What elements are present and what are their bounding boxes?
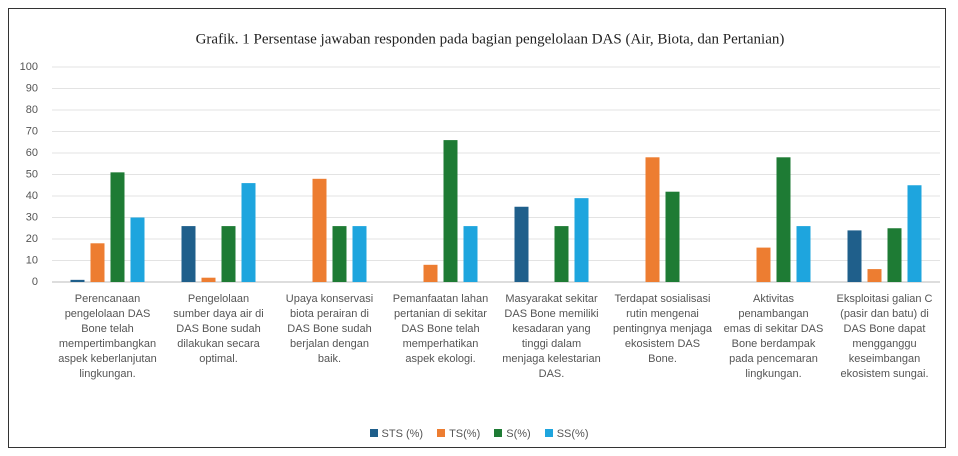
legend-swatch (369, 429, 378, 437)
bar (756, 247, 771, 282)
legend-item: STS (%) (369, 428, 424, 440)
legend-item: TS(%) (437, 428, 480, 440)
legend-label: TS(%) (449, 428, 481, 440)
legend-item: S(%) (494, 428, 531, 440)
bar (554, 226, 569, 282)
bar (645, 157, 660, 282)
y-tick-label: 20 (26, 233, 38, 245)
x-tick-label: Terdapat sosialisasi rutin mengenai pent… (612, 293, 713, 365)
bar (352, 226, 367, 282)
bar (201, 277, 216, 282)
legend-label: STS (%) (381, 428, 424, 440)
legend-item: SS(%) (544, 428, 589, 440)
bar (130, 217, 145, 282)
y-tick-label: 80 (26, 104, 38, 116)
y-tick-label: 40 (26, 190, 38, 202)
bar (110, 172, 125, 282)
x-tick-label: Aktivitas penambangan emas di sekitar DA… (723, 293, 824, 380)
bar (887, 228, 902, 282)
bar (776, 157, 791, 282)
bar (241, 183, 256, 282)
bar (443, 140, 458, 282)
bar (90, 243, 105, 282)
legend-swatch (494, 429, 503, 437)
bar (574, 198, 589, 282)
y-tick-label: 30 (26, 211, 38, 223)
bar (332, 226, 347, 282)
bar (847, 230, 862, 282)
bar (423, 264, 438, 282)
x-tick-label: Perencanaan pengelolaan DAS Bone telah m… (58, 293, 157, 380)
chart-title: Grafik. 1 Persentase jawaban responden p… (196, 31, 785, 47)
y-tick-label: 0 (32, 276, 38, 288)
x-tick-label: Upaya konservasi biota perairan di DAS B… (285, 293, 374, 365)
bar (514, 206, 529, 282)
bar (907, 185, 922, 282)
bar (312, 178, 327, 282)
bar (665, 191, 680, 282)
bar (70, 279, 85, 282)
chart-frame (8, 8, 946, 448)
legend-swatch (437, 429, 446, 437)
legend-swatch (544, 429, 553, 437)
x-tick-label: Eksploitasi galian C (pasir dan batu) di… (836, 293, 933, 380)
legend: STS (%) TS(%) S(%) SS(%) (0, 428, 958, 440)
x-tick-label: Masyarakat sekitar DAS Bone memiliki kes… (502, 293, 601, 380)
legend-label: SS(%) (556, 428, 589, 440)
y-tick-label: 10 (26, 254, 38, 266)
y-tick-label: 70 (26, 125, 38, 137)
bar (463, 226, 478, 282)
x-tick-label: Pemanfaatan lahan pertanian di sekitar D… (392, 293, 489, 365)
bar (221, 226, 236, 282)
bar (796, 226, 811, 282)
bar (867, 269, 882, 282)
y-tick-label: 60 (26, 147, 38, 159)
x-tick-label: Pengelolaan sumber daya air di DAS Bone … (173, 293, 264, 365)
legend-label: S(%) (506, 428, 531, 440)
y-tick-label: 100 (20, 61, 38, 73)
y-tick-label: 50 (26, 168, 38, 180)
y-tick-label: 90 (26, 82, 38, 94)
bar (181, 226, 196, 282)
